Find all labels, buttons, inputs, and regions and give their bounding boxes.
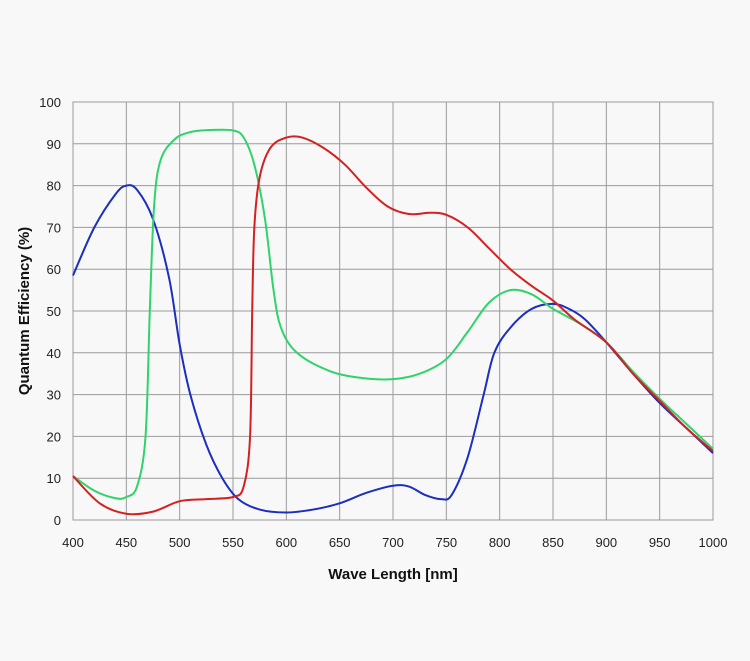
y-tick-label: 40 bbox=[47, 346, 61, 361]
x-tick-label: 750 bbox=[435, 535, 457, 550]
y-tick-label: 0 bbox=[54, 513, 61, 528]
y-tick-label: 90 bbox=[47, 137, 61, 152]
y-tick-label: 100 bbox=[39, 95, 61, 110]
x-tick-label: 500 bbox=[169, 535, 191, 550]
y-tick-label: 50 bbox=[47, 304, 61, 319]
x-tick-label: 650 bbox=[329, 535, 351, 550]
x-tick-label: 850 bbox=[542, 535, 564, 550]
x-tick-label: 700 bbox=[382, 535, 404, 550]
x-tick-label: 550 bbox=[222, 535, 244, 550]
grid bbox=[72, 101, 714, 521]
x-tick-label: 450 bbox=[115, 535, 137, 550]
x-tick-label: 900 bbox=[595, 535, 617, 550]
red-series-line bbox=[72, 135, 714, 516]
green-series-line bbox=[72, 128, 714, 500]
blue-series-line bbox=[72, 184, 714, 514]
x-axis-label: Wave Length [nm] bbox=[328, 566, 457, 583]
x-tick-label: 600 bbox=[275, 535, 297, 550]
x-tick-label: 1000 bbox=[699, 535, 728, 550]
x-tick-label: 800 bbox=[489, 535, 511, 550]
series-group bbox=[72, 128, 714, 516]
y-tick-label: 30 bbox=[47, 388, 61, 403]
y-tick-label: 10 bbox=[47, 471, 61, 486]
x-tick-label: 400 bbox=[62, 535, 84, 550]
y-axis-label: Quantum Efficiency (%) bbox=[16, 227, 33, 395]
y-tick-label: 80 bbox=[47, 179, 61, 194]
x-tick-label: 950 bbox=[649, 535, 671, 550]
tick-labels: 400 450 500 550 600 650 700 750 800 850 900 950 1000… bbox=[39, 95, 727, 550]
y-tick-label: 20 bbox=[47, 429, 61, 444]
y-tick-label: 70 bbox=[47, 220, 61, 235]
y-tick-label: 60 bbox=[47, 262, 61, 277]
